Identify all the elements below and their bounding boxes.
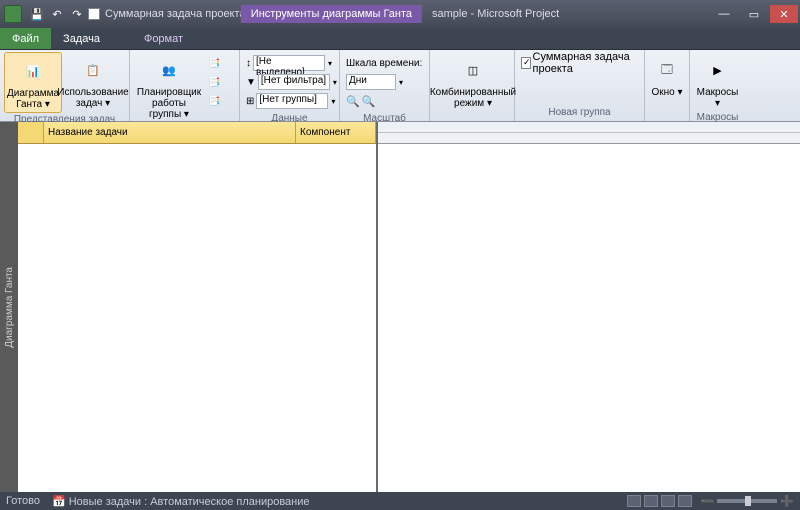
- zoom-in-icon[interactable]: 🔍: [362, 95, 376, 108]
- maximize-button[interactable]: ▭: [740, 5, 768, 23]
- status-mode: 📅 Новые задачи : Автоматическое планиров…: [52, 495, 310, 508]
- zoom-out-button[interactable]: ➖: [701, 495, 715, 508]
- task-usage-button[interactable]: 📋 Использование задач ▾: [64, 52, 122, 111]
- split-view-button[interactable]: ◫ Комбинированный режим ▾: [434, 52, 512, 111]
- context-tab-label: Инструменты диаграммы Ганта: [241, 5, 422, 23]
- timescale-label: Шкала времени:: [346, 54, 422, 72]
- undo-icon[interactable]: ↶: [48, 5, 66, 23]
- zoom-in-button[interactable]: ➕: [780, 495, 794, 508]
- view-shortcut-4[interactable]: [678, 495, 692, 507]
- statusbar: Готово 📅 Новые задачи : Автоматическое п…: [0, 492, 800, 510]
- view-bar[interactable]: Диаграмма Ганта: [0, 122, 18, 492]
- group-combo[interactable]: ⊞ [Нет группы]▾: [246, 92, 337, 110]
- view-shortcut-3[interactable]: [661, 495, 675, 507]
- gantt-chart[interactable]: [378, 122, 800, 492]
- quick-access-toolbar: 💾 ↶ ↷: [28, 5, 86, 23]
- view-shortcut-1[interactable]: [627, 495, 641, 507]
- highlight-combo[interactable]: ↕ [Не выделено]▾: [246, 54, 337, 72]
- row-header-corner[interactable]: [18, 122, 44, 143]
- close-button[interactable]: ✕: [770, 5, 798, 23]
- resource-btn3[interactable]: 📑: [208, 92, 220, 110]
- task-grid: Название задачи Компонент: [18, 122, 378, 492]
- summary-task-label: Суммарная задача проекта: [105, 8, 246, 20]
- macros-button[interactable]: ▶ Макросы ▾: [694, 52, 741, 111]
- tab-0[interactable]: Задача: [51, 28, 112, 49]
- status-ready: Готово: [6, 495, 40, 508]
- redo-icon[interactable]: ↷: [68, 5, 86, 23]
- save-icon[interactable]: 💾: [28, 5, 46, 23]
- window-icon: 🗔: [651, 54, 683, 86]
- group-label: Новая группа: [519, 106, 640, 119]
- view-shortcut-2[interactable]: [644, 495, 658, 507]
- summary-task-checkbox[interactable]: [88, 8, 100, 20]
- summary-task-check[interactable]: Суммарная задача проекта: [521, 54, 638, 72]
- filter-combo[interactable]: ▼ [Нет фильтра]▾: [246, 73, 337, 91]
- timescale: [378, 122, 800, 144]
- column-resource[interactable]: Компонент: [296, 122, 376, 143]
- team-planner-button[interactable]: 👥 Планировщик работы группы ▾: [134, 52, 204, 122]
- split-icon: ◫: [457, 54, 489, 86]
- task-usage-icon: 📋: [77, 54, 109, 86]
- tab-format[interactable]: Формат: [132, 28, 195, 49]
- macros-icon: ▶: [702, 54, 734, 86]
- grid-body: [18, 144, 376, 492]
- zoom-slider[interactable]: [717, 499, 777, 503]
- grid-header: Название задачи Компонент: [18, 122, 376, 144]
- app-name: Microsoft Project: [477, 8, 559, 20]
- document-name: sample: [432, 8, 467, 20]
- minimize-button[interactable]: —: [710, 5, 738, 23]
- resource-btn[interactable]: 📑: [208, 54, 220, 72]
- app-icon: [4, 5, 22, 23]
- ribbon-tabs: Файл Задача Формат: [0, 28, 800, 50]
- workarea: Диаграмма Ганта Название задачи Компонен…: [0, 122, 800, 492]
- team-icon: 👥: [153, 54, 185, 86]
- window-button[interactable]: 🗔 Окно ▾: [649, 52, 685, 100]
- zoom-out-icon[interactable]: 🔍: [346, 95, 360, 108]
- titlebar: 💾 ↶ ↷ Суммарная задача проекта Инструмен…: [0, 0, 800, 28]
- timescale-combo[interactable]: Дни▾: [346, 73, 422, 91]
- resource-btn2[interactable]: 📑: [208, 73, 220, 91]
- column-name[interactable]: Название задачи: [44, 122, 296, 143]
- gantt-chart-button[interactable]: 📊 Диаграмма Ганта ▾: [4, 52, 62, 113]
- tab-file[interactable]: Файл: [0, 28, 51, 49]
- ribbon: 📊 Диаграмма Ганта ▾ 📋 Использование зада…: [0, 50, 800, 122]
- gantt-icon: 📊: [17, 55, 49, 87]
